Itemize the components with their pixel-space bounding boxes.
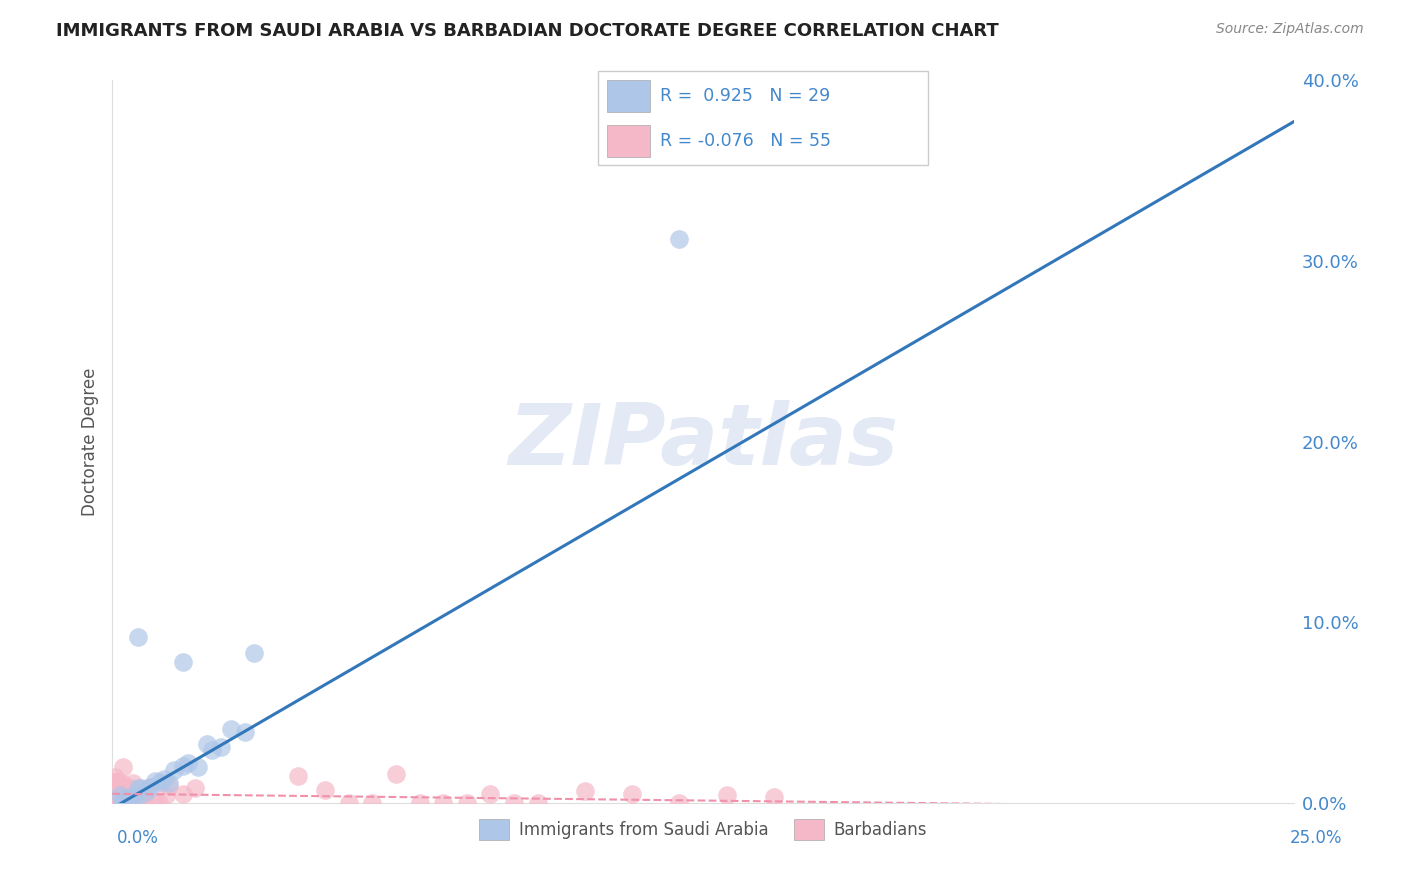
Point (115, 789, 138, 804)
Point (115, 788, 138, 802)
Legend: Immigrants from Saudi Arabia, Barbadians: Immigrants from Saudi Arabia, Barbadians (472, 813, 934, 847)
Point (287, 769, 309, 783)
Point (107, 796, 129, 810)
Point (129, 781, 152, 796)
Point (127, 780, 149, 795)
Point (104, 770, 127, 784)
Point (114, 788, 136, 802)
Point (111, 796, 134, 810)
Point (120, 790, 142, 805)
Point (243, 646, 266, 660)
Point (104, 775, 127, 789)
Point (111, 760, 134, 774)
Point (361, 796, 384, 810)
Point (114, 796, 136, 810)
Point (108, 775, 131, 789)
Point (110, 792, 132, 806)
Point (177, 756, 200, 770)
FancyBboxPatch shape (607, 125, 651, 157)
Point (479, 787, 502, 801)
Point (337, 796, 360, 810)
Point (183, 780, 205, 795)
Point (124, 796, 146, 810)
Point (107, 779, 129, 793)
Point (129, 796, 152, 810)
Point (621, 787, 644, 801)
Point (209, 740, 232, 755)
Point (574, 784, 596, 798)
Text: 0.0%: 0.0% (117, 829, 159, 847)
Point (503, 796, 526, 810)
Point (115, 790, 138, 805)
Point (157, 776, 180, 790)
Point (201, 742, 224, 756)
Text: R = -0.076   N = 55: R = -0.076 N = 55 (661, 132, 831, 150)
Point (762, 789, 785, 804)
Point (148, 796, 170, 810)
FancyBboxPatch shape (598, 71, 928, 165)
Point (195, 737, 218, 751)
Point (143, 773, 166, 788)
Point (163, 763, 186, 777)
Point (122, 789, 145, 803)
Point (172, 787, 194, 801)
Point (142, 794, 165, 808)
Point (314, 782, 336, 797)
Point (432, 796, 454, 810)
Point (138, 780, 160, 795)
Text: ZIPatlas: ZIPatlas (508, 400, 898, 483)
Point (105, 796, 128, 810)
Point (120, 783, 142, 797)
Point (108, 788, 131, 802)
FancyBboxPatch shape (607, 79, 651, 112)
Point (104, 783, 127, 797)
Point (125, 795, 148, 809)
Point (117, 796, 139, 810)
Point (121, 775, 143, 789)
Point (132, 789, 155, 804)
Point (114, 789, 136, 804)
Point (131, 789, 153, 803)
Point (108, 796, 131, 810)
Point (408, 796, 430, 810)
Point (118, 795, 141, 809)
Y-axis label: Doctorate Degree: Doctorate Degree (80, 368, 98, 516)
Point (104, 780, 127, 794)
Point (526, 796, 548, 810)
Point (111, 795, 134, 809)
Point (668, 232, 690, 246)
Point (112, 794, 135, 808)
Point (186, 760, 208, 774)
Point (172, 759, 194, 773)
Point (157, 779, 180, 793)
Point (127, 630, 149, 644)
Point (716, 788, 738, 802)
Point (110, 793, 132, 807)
Point (155, 789, 177, 803)
Point (117, 786, 139, 800)
Point (122, 796, 145, 810)
Point (104, 775, 127, 789)
Text: Source: ZipAtlas.com: Source: ZipAtlas.com (1216, 22, 1364, 37)
Text: IMMIGRANTS FROM SAUDI ARABIA VS BARBADIAN DOCTORATE DEGREE CORRELATION CHART: IMMIGRANTS FROM SAUDI ARABIA VS BARBADIA… (56, 22, 1000, 40)
Point (135, 785, 157, 799)
Point (120, 780, 142, 795)
Point (139, 780, 162, 794)
Point (172, 655, 194, 669)
Point (668, 796, 690, 810)
Point (110, 789, 132, 804)
Point (149, 775, 172, 789)
Point (124, 787, 146, 801)
Point (219, 722, 242, 736)
Point (111, 777, 134, 791)
Text: R =  0.925   N = 29: R = 0.925 N = 29 (661, 87, 831, 104)
Point (233, 724, 256, 739)
Point (385, 767, 408, 781)
Point (153, 772, 176, 787)
Point (456, 796, 478, 810)
Text: 25.0%: 25.0% (1291, 829, 1343, 847)
